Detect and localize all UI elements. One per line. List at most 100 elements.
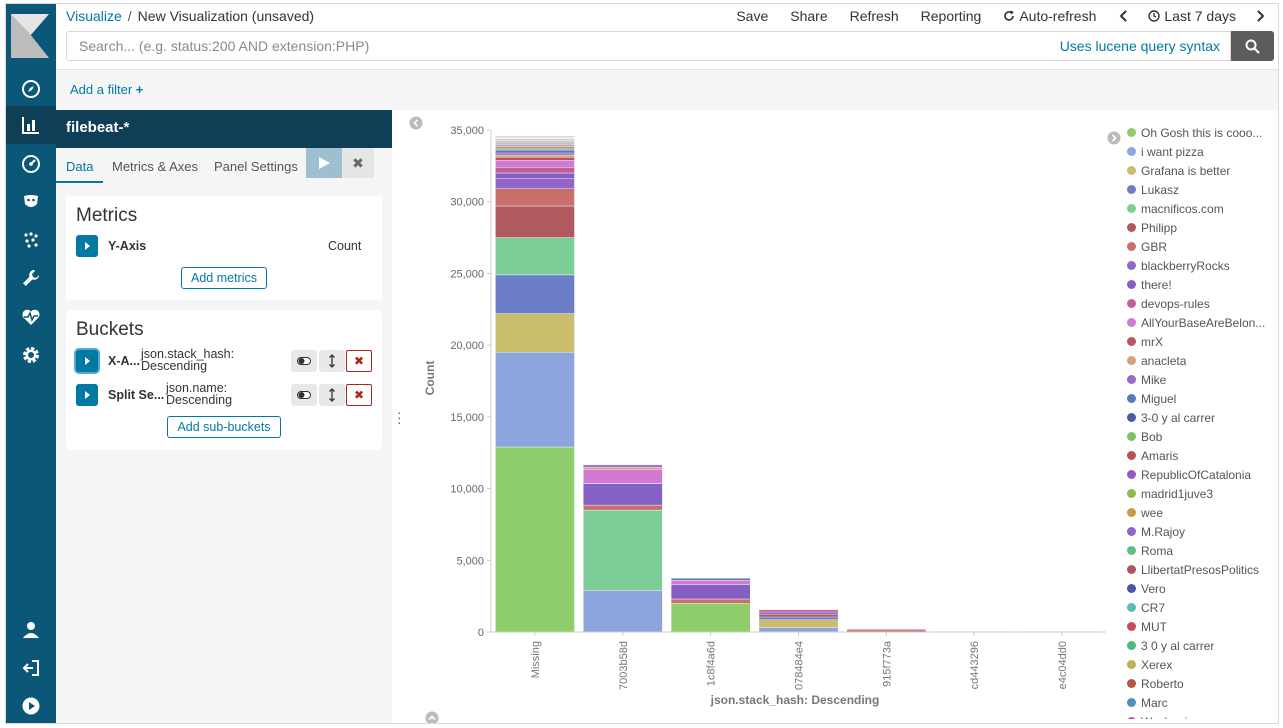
- bar-segment[interactable]: [670, 578, 751, 581]
- bar-segment[interactable]: [495, 135, 575, 137]
- legend-item[interactable]: Marc: [1127, 693, 1277, 712]
- bar-segment[interactable]: [583, 466, 663, 470]
- kibana-logo[interactable]: [11, 14, 49, 58]
- reporting-button[interactable]: Reporting: [920, 8, 982, 24]
- legend-item[interactable]: RepublicOfCatalonia: [1127, 465, 1277, 484]
- machine-learning-nav-icon[interactable]: [6, 221, 56, 259]
- user-icon[interactable]: [6, 611, 56, 649]
- legend-item[interactable]: blackberryRocks: [1127, 256, 1277, 275]
- legend-item[interactable]: 3 0 y al carrer: [1127, 636, 1277, 655]
- bar-segment[interactable]: [758, 611, 839, 615]
- bar-segment[interactable]: [495, 167, 575, 174]
- time-back-button[interactable]: [1118, 10, 1134, 22]
- legend-item[interactable]: Mike: [1127, 370, 1277, 389]
- discard-changes-button[interactable]: ✖: [342, 148, 374, 178]
- bar-segment[interactable]: [495, 147, 575, 150]
- legend-item[interactable]: MUT: [1127, 617, 1277, 636]
- legend-item[interactable]: Oh Gosh this is cooo...: [1127, 123, 1277, 142]
- bar-segment[interactable]: [495, 157, 575, 161]
- dev-tools-nav-icon[interactable]: [6, 259, 56, 297]
- search-button[interactable]: [1231, 31, 1274, 61]
- dashboard-nav-icon[interactable]: [6, 145, 56, 183]
- refresh-button[interactable]: Refresh: [849, 8, 899, 24]
- add-filter-link[interactable]: Add a filter +: [70, 82, 143, 97]
- bar-segment[interactable]: [495, 152, 575, 156]
- split-series-toggle-enabled-button[interactable]: [291, 384, 317, 406]
- legend-item[interactable]: Lukasz: [1127, 180, 1277, 199]
- bar-segment[interactable]: [670, 603, 751, 633]
- bar-segment[interactable]: [495, 178, 575, 190]
- legend-item[interactable]: Philipp: [1127, 218, 1277, 237]
- bar-segment[interactable]: [670, 598, 751, 604]
- bar-segment[interactable]: [495, 352, 575, 448]
- x-axis-remove-button[interactable]: ✖: [346, 350, 372, 372]
- bar-segment[interactable]: [670, 584, 751, 600]
- timelion-nav-icon[interactable]: [6, 183, 56, 221]
- breadcrumb-visualize-link[interactable]: Visualize: [66, 8, 122, 24]
- legend-item[interactable]: devops-rules: [1127, 294, 1277, 313]
- legend-item[interactable]: wee: [1127, 503, 1277, 522]
- add-metrics-button[interactable]: Add metrics: [181, 267, 267, 289]
- legend-item[interactable]: Amaris: [1127, 446, 1277, 465]
- logout-icon[interactable]: [6, 649, 56, 687]
- add-sub-buckets-button[interactable]: Add sub-buckets: [167, 416, 281, 438]
- bar-segment[interactable]: [495, 139, 575, 141]
- share-button[interactable]: Share: [790, 8, 828, 24]
- bar-segment[interactable]: [495, 446, 575, 633]
- legend-item[interactable]: Grafana is better: [1127, 161, 1277, 180]
- bar-segment[interactable]: [583, 504, 663, 511]
- chevron-left-circle-icon[interactable]: [409, 116, 423, 130]
- bar-segment[interactable]: [583, 590, 663, 633]
- x-axis-toggle-enabled-button[interactable]: [291, 350, 317, 372]
- legend-item[interactable]: Xerex: [1127, 655, 1277, 674]
- search-input[interactable]: [67, 32, 1027, 60]
- legend-item[interactable]: Bob: [1127, 427, 1277, 446]
- chevron-up-circle-icon[interactable]: [425, 711, 439, 725]
- bar-segment[interactable]: [758, 616, 839, 620]
- x-axis-toggle-button[interactable]: [76, 350, 98, 372]
- bar-segment[interactable]: [495, 150, 575, 154]
- apply-changes-button[interactable]: [306, 148, 342, 178]
- bar-segment[interactable]: [758, 619, 839, 628]
- legend-item[interactable]: LlibertatPresosPolitics: [1127, 560, 1277, 579]
- legend-item[interactable]: Roberto: [1127, 674, 1277, 693]
- split-series-reorder-handle[interactable]: [319, 384, 345, 406]
- bar-segment[interactable]: [670, 580, 751, 585]
- legend-toggle-icon[interactable]: [1107, 131, 1121, 145]
- bar-segment[interactable]: [846, 628, 927, 631]
- time-picker-button[interactable]: Last 7 days: [1148, 8, 1236, 24]
- legend-item[interactable]: GBR: [1127, 237, 1277, 256]
- legend-item[interactable]: anacleta: [1127, 351, 1277, 370]
- legend-item[interactable]: mrX: [1127, 332, 1277, 351]
- collapse-nav-icon[interactable]: [6, 687, 56, 723]
- legend-item[interactable]: Vero: [1127, 579, 1277, 598]
- bar-segment[interactable]: [495, 205, 575, 238]
- x-axis-reorder-handle[interactable]: [319, 350, 345, 372]
- bar-segment[interactable]: [583, 509, 663, 591]
- bar-segment[interactable]: [495, 159, 575, 168]
- tab-data[interactable]: Data: [66, 159, 94, 174]
- legend-item[interactable]: 3-0 y al carrer: [1127, 408, 1277, 427]
- legend-item[interactable]: madrid1juve3: [1127, 484, 1277, 503]
- legend-item[interactable]: i want pizza: [1127, 142, 1277, 161]
- bar-segment[interactable]: [495, 154, 575, 158]
- panel-resize-handle[interactable]: · · ·: [397, 404, 402, 430]
- bar-segment[interactable]: [495, 237, 575, 276]
- legend-item[interactable]: there!: [1127, 275, 1277, 294]
- bar-segment[interactable]: [583, 483, 663, 506]
- tab-metrics-axes[interactable]: Metrics & Axes: [112, 159, 198, 174]
- monitoring-nav-icon[interactable]: [6, 298, 56, 336]
- auto-refresh-button[interactable]: Auto-refresh: [1003, 8, 1096, 24]
- bar-segment[interactable]: [495, 149, 575, 152]
- save-button[interactable]: Save: [736, 8, 769, 24]
- bar-segment[interactable]: [495, 274, 575, 314]
- bar-segment[interactable]: [758, 613, 839, 618]
- bar-segment[interactable]: [758, 609, 839, 613]
- bar-segment[interactable]: [583, 469, 663, 484]
- discover-nav-icon[interactable]: [6, 70, 56, 108]
- bar-segment[interactable]: [495, 313, 575, 353]
- split-series-remove-button[interactable]: ✖: [346, 384, 372, 406]
- bar-segment[interactable]: [583, 464, 663, 468]
- legend-item[interactable]: macnificos.com: [1127, 199, 1277, 218]
- legend-item[interactable]: Miguel: [1127, 389, 1277, 408]
